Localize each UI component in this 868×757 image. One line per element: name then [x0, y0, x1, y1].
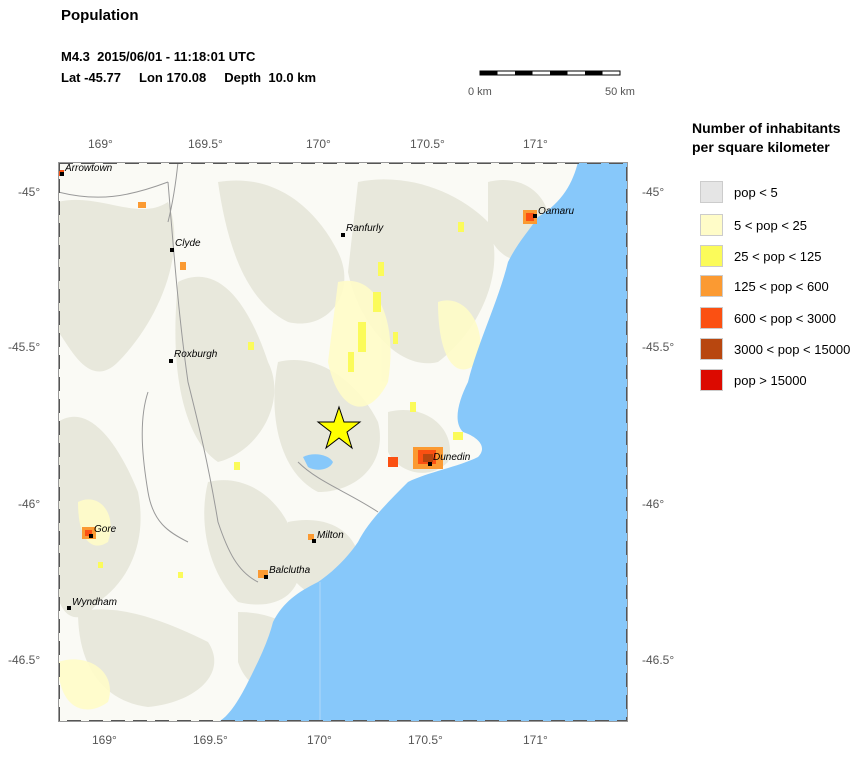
- event-summary: M4.3 2015/06/01 - 11:18:01 UTC: [61, 49, 256, 64]
- legend-item: 25 < pop < 125: [700, 244, 821, 268]
- lon-tick-top: 169.5°: [188, 137, 223, 151]
- city-label-balclutha: Balclutha: [269, 565, 311, 576]
- lon-tick-top: 169°: [88, 137, 113, 151]
- lon-tick-bottom: 170°: [307, 733, 332, 747]
- legend-label: 25 < pop < 125: [734, 248, 822, 264]
- lake: [303, 454, 333, 470]
- legend-swatch: [700, 181, 723, 203]
- boundaries: [57, 161, 379, 583]
- legend-item: pop > 15000: [700, 368, 807, 392]
- legend-swatch: [700, 275, 723, 297]
- lat-tick-left: -45°: [18, 185, 41, 199]
- city-label-clyde: Clyde: [175, 238, 201, 249]
- population-map[interactable]: Arrowtown Oamaru Ranfurly Clyde Roxburgh…: [57, 161, 628, 722]
- legend-item: 3000 < pop < 15000: [700, 337, 850, 361]
- lat-tick-right: -45.5°: [642, 340, 675, 354]
- legend-swatch: [700, 245, 723, 267]
- city-markers: [60, 172, 537, 610]
- legend-swatch: [700, 214, 723, 236]
- lat-tick-right: -46.5°: [642, 653, 675, 667]
- legend-label: 5 < pop < 25: [734, 217, 808, 233]
- oamaru-urban-area: [523, 210, 537, 224]
- city-label-oamaru: Oamaru: [538, 206, 575, 217]
- legend-title-line2: per square kilometer: [692, 139, 830, 155]
- legend-item: 125 < pop < 600: [700, 274, 829, 298]
- city-label-gore: Gore: [94, 524, 117, 535]
- map-title: Population: [61, 7, 139, 24]
- dunedin-urban-area: [388, 447, 443, 469]
- lon-tick-bottom: 169°: [92, 733, 117, 747]
- city-label-dunedin: Dunedin: [433, 452, 471, 463]
- legend-title-line1: Number of inhabitants: [692, 120, 841, 136]
- legend-title: Number of inhabitants per square kilomet…: [692, 119, 862, 157]
- epicenter-star-icon[interactable]: [316, 405, 362, 450]
- lon-tick-top: 171°: [523, 137, 548, 151]
- scale-bar: 0 km 50 km: [460, 66, 650, 98]
- scale-end-label: 50 km: [605, 86, 635, 98]
- city-label-arrowtown: Arrowtown: [64, 163, 113, 174]
- balclutha-urban-area: [258, 570, 268, 578]
- lat-tick-left: -46°: [18, 497, 41, 511]
- legend-item: 5 < pop < 25: [700, 213, 807, 237]
- scale-bar-graphic: [479, 70, 621, 76]
- city-label-ranfurly: Ranfurly: [346, 223, 384, 234]
- lon-tick-top: 170°: [306, 137, 331, 151]
- map-canvas: Arrowtown Oamaru Ranfurly Clyde Roxburgh…: [57, 161, 628, 722]
- legend-item: 600 < pop < 3000: [700, 306, 836, 330]
- legend-label: 3000 < pop < 15000: [734, 341, 851, 357]
- legend-swatch: [700, 369, 723, 391]
- lat-tick-right: -45°: [642, 185, 665, 199]
- lat-tick-right: -46°: [642, 497, 665, 511]
- city-label-roxburgh: Roxburgh: [174, 349, 218, 360]
- map-frame-outline: [58, 162, 628, 722]
- legend-swatch: [700, 338, 723, 360]
- legend-label: pop > 15000: [734, 372, 807, 388]
- lon-tick-top: 170.5°: [410, 137, 445, 151]
- moderate-population-areas: [98, 222, 464, 578]
- legend-label: pop < 5: [734, 184, 778, 200]
- city-label-wyndham: Wyndham: [72, 597, 117, 608]
- lat-tick-left: -45.5°: [8, 340, 41, 354]
- lat-tick-left: -46.5°: [8, 653, 41, 667]
- lon-tick-bottom: 171°: [523, 733, 548, 747]
- legend-item: pop < 5: [700, 180, 778, 204]
- scale-start-label: 0 km: [468, 86, 492, 98]
- lon-tick-bottom: 169.5°: [193, 733, 228, 747]
- legend-swatch: [700, 307, 723, 329]
- legend-label: 125 < pop < 600: [734, 278, 829, 294]
- legend-label: 600 < pop < 3000: [734, 310, 836, 326]
- city-label-milton: Milton: [317, 530, 344, 541]
- lon-tick-bottom: 170.5°: [408, 733, 443, 747]
- event-location: Lat -45.77 Lon 170.08 Depth 10.0 km: [61, 70, 317, 85]
